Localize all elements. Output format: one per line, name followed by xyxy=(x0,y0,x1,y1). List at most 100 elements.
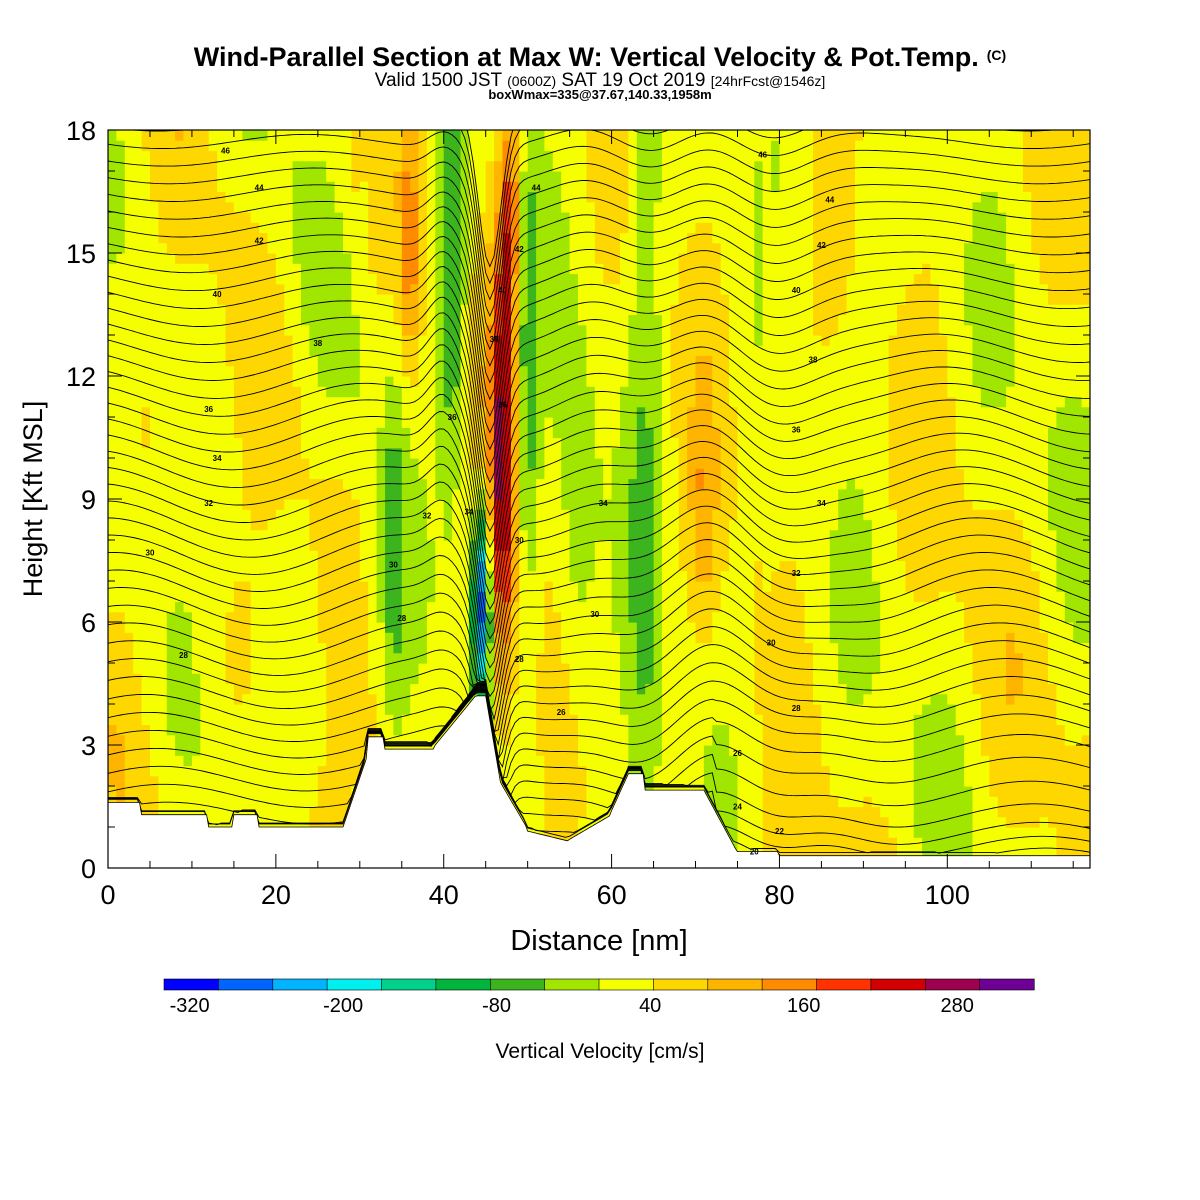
w-cell xyxy=(603,499,613,510)
w-cell xyxy=(393,283,403,295)
w-cell xyxy=(317,468,327,480)
w-cell xyxy=(401,212,411,223)
w-cell xyxy=(183,775,193,787)
w-cell xyxy=(510,745,520,756)
w-cell xyxy=(510,294,520,305)
w-cell xyxy=(435,704,445,715)
w-cell xyxy=(317,130,327,141)
w-cell xyxy=(452,509,462,521)
w-cell xyxy=(133,150,143,162)
w-cell xyxy=(536,693,546,705)
w-cell xyxy=(108,181,117,193)
w-cell xyxy=(485,601,495,613)
w-cell xyxy=(124,130,134,141)
w-cell xyxy=(510,396,520,408)
w-cell xyxy=(317,201,327,213)
w-cell xyxy=(200,396,210,408)
w-cell xyxy=(502,447,512,459)
w-cell xyxy=(418,191,428,203)
w-cell xyxy=(133,212,143,223)
w-cell xyxy=(477,406,487,418)
w-cell xyxy=(166,130,176,141)
w-cell xyxy=(510,683,520,695)
w-cell xyxy=(284,509,294,521)
w-cell xyxy=(536,160,546,172)
w-cell xyxy=(552,591,562,603)
w-cell xyxy=(275,519,285,531)
w-cell xyxy=(351,396,361,408)
w-cell xyxy=(410,294,420,305)
w-cell xyxy=(150,488,159,500)
w-cell xyxy=(301,816,310,828)
w-cell xyxy=(544,191,554,203)
w-cell xyxy=(561,201,571,213)
w-cell xyxy=(275,632,285,644)
w-cell xyxy=(368,714,378,726)
w-cell xyxy=(426,314,436,326)
w-cell xyxy=(510,704,520,715)
w-cell xyxy=(359,294,369,305)
w-cell xyxy=(519,365,529,377)
w-cell xyxy=(645,775,655,787)
w-cell xyxy=(594,427,604,439)
w-cell xyxy=(309,447,319,459)
w-cell xyxy=(544,160,554,172)
w-cell xyxy=(460,478,470,490)
w-cell xyxy=(544,376,554,387)
w-cell xyxy=(569,171,579,182)
w-cell xyxy=(317,642,327,654)
w-cell xyxy=(259,724,269,736)
w-cell xyxy=(217,294,227,305)
w-cell xyxy=(183,201,193,213)
w-cell xyxy=(225,488,235,500)
w-cell xyxy=(150,519,159,531)
w-cell xyxy=(275,591,285,603)
w-cell xyxy=(536,724,546,736)
w-cell xyxy=(368,396,378,408)
w-cell xyxy=(225,314,235,326)
w-cell xyxy=(301,601,310,613)
w-cell xyxy=(611,253,621,264)
w-cell xyxy=(536,396,546,408)
w-cell xyxy=(510,540,520,551)
w-cell xyxy=(661,755,671,767)
w-cell xyxy=(435,540,445,551)
w-cell xyxy=(385,314,394,326)
w-cell xyxy=(653,365,663,377)
w-cell xyxy=(418,171,428,182)
w-cell xyxy=(317,632,327,644)
w-cell xyxy=(233,160,243,172)
w-cell xyxy=(326,765,336,777)
w-cell xyxy=(401,724,411,736)
w-cell xyxy=(191,427,201,439)
w-cell xyxy=(494,263,504,275)
w-cell xyxy=(485,232,495,244)
w-cell xyxy=(200,745,210,756)
w-cell xyxy=(124,437,134,449)
w-cell xyxy=(376,427,386,439)
w-cell xyxy=(141,540,151,551)
w-cell xyxy=(133,232,143,244)
w-cell xyxy=(368,611,378,623)
w-cell xyxy=(569,509,579,521)
w-cell xyxy=(594,550,604,562)
w-cell xyxy=(200,273,210,285)
w-cell xyxy=(326,663,336,674)
w-cell xyxy=(393,601,403,613)
w-cell xyxy=(452,683,462,695)
w-cell xyxy=(603,283,613,295)
w-cell xyxy=(124,417,134,428)
w-cell xyxy=(594,663,604,674)
w-cell xyxy=(603,253,613,264)
w-cell xyxy=(183,376,193,387)
w-cell xyxy=(661,632,671,644)
w-cell xyxy=(578,324,587,336)
w-cell xyxy=(376,529,386,541)
w-cell xyxy=(536,468,546,480)
w-cell xyxy=(275,314,285,326)
w-cell xyxy=(385,355,394,367)
w-cell xyxy=(594,560,604,572)
w-cell xyxy=(578,806,587,818)
w-cell xyxy=(628,468,638,480)
w-cell xyxy=(510,775,520,787)
